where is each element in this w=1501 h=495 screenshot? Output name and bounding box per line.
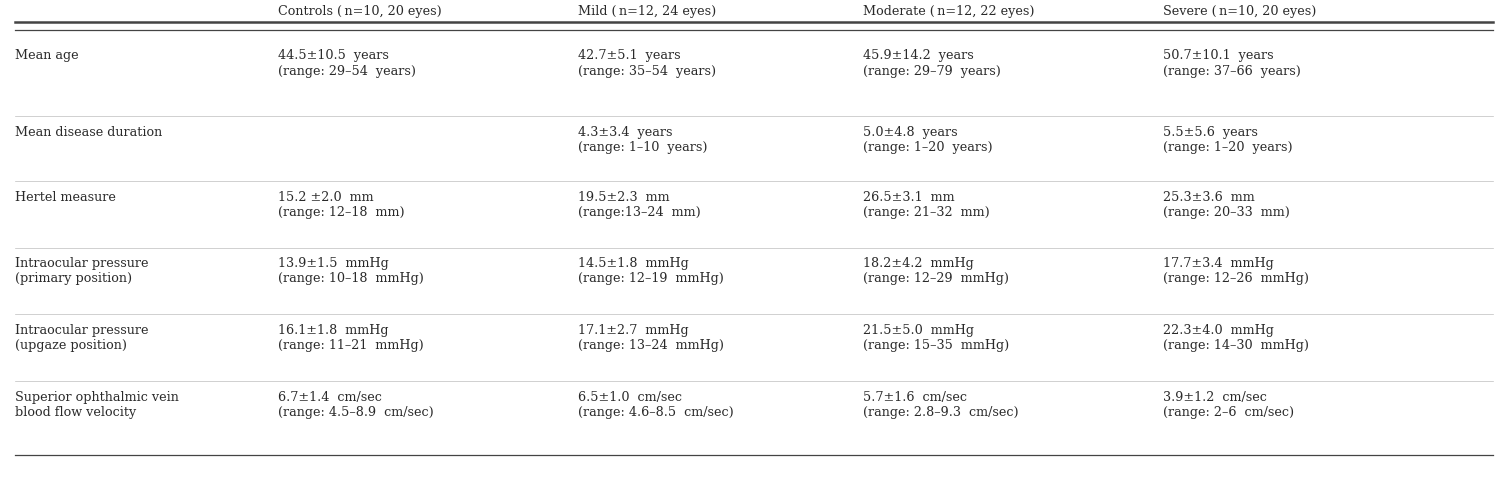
Text: 17.7±3.4  mmHg
(range: 12–26  mmHg): 17.7±3.4 mmHg (range: 12–26 mmHg) <box>1163 257 1309 286</box>
Text: 5.7±1.6  cm/sec
(range: 2.8–9.3  cm/sec): 5.7±1.6 cm/sec (range: 2.8–9.3 cm/sec) <box>863 391 1019 419</box>
Text: 19.5±2.3  mm
(range:13–24  mm): 19.5±2.3 mm (range:13–24 mm) <box>578 191 701 219</box>
Text: 5.5±5.6  years
(range: 1–20  years): 5.5±5.6 years (range: 1–20 years) <box>1163 126 1292 154</box>
Text: 21.5±5.0  mmHg
(range: 15–35  mmHg): 21.5±5.0 mmHg (range: 15–35 mmHg) <box>863 324 1009 352</box>
Text: 26.5±3.1  mm
(range: 21–32  mm): 26.5±3.1 mm (range: 21–32 mm) <box>863 191 989 219</box>
Text: Hertel measure: Hertel measure <box>15 191 116 203</box>
Text: 18.2±4.2  mmHg
(range: 12–29  mmHg): 18.2±4.2 mmHg (range: 12–29 mmHg) <box>863 257 1009 286</box>
Text: Mild ( n=12, 24 eyes): Mild ( n=12, 24 eyes) <box>578 5 716 18</box>
Text: 3.9±1.2  cm/sec
(range: 2–6  cm/sec): 3.9±1.2 cm/sec (range: 2–6 cm/sec) <box>1163 391 1294 419</box>
Text: 14.5±1.8  mmHg
(range: 12–19  mmHg): 14.5±1.8 mmHg (range: 12–19 mmHg) <box>578 257 723 286</box>
Text: 6.5±1.0  cm/sec
(range: 4.6–8.5  cm/sec): 6.5±1.0 cm/sec (range: 4.6–8.5 cm/sec) <box>578 391 734 419</box>
Text: 50.7±10.1  years
(range: 37–66  years): 50.7±10.1 years (range: 37–66 years) <box>1163 50 1301 78</box>
Text: 25.3±3.6  mm
(range: 20–33  mm): 25.3±3.6 mm (range: 20–33 mm) <box>1163 191 1291 219</box>
Text: 17.1±2.7  mmHg
(range: 13–24  mmHg): 17.1±2.7 mmHg (range: 13–24 mmHg) <box>578 324 723 352</box>
Text: 6.7±1.4  cm/sec
(range: 4.5–8.9  cm/sec): 6.7±1.4 cm/sec (range: 4.5–8.9 cm/sec) <box>278 391 434 419</box>
Text: Severe ( n=10, 20 eyes): Severe ( n=10, 20 eyes) <box>1163 5 1316 18</box>
Text: 22.3±4.0  mmHg
(range: 14–30  mmHg): 22.3±4.0 mmHg (range: 14–30 mmHg) <box>1163 324 1309 352</box>
Text: 44.5±10.5  years
(range: 29–54  years): 44.5±10.5 years (range: 29–54 years) <box>278 50 416 78</box>
Text: Mean age: Mean age <box>15 50 78 62</box>
Text: 16.1±1.8  mmHg
(range: 11–21  mmHg): 16.1±1.8 mmHg (range: 11–21 mmHg) <box>278 324 423 352</box>
Text: Moderate ( n=12, 22 eyes): Moderate ( n=12, 22 eyes) <box>863 5 1034 18</box>
Text: Controls ( n=10, 20 eyes): Controls ( n=10, 20 eyes) <box>278 5 441 18</box>
Text: 5.0±4.8  years
(range: 1–20  years): 5.0±4.8 years (range: 1–20 years) <box>863 126 992 154</box>
Text: Superior ophthalmic vein
blood flow velocity: Superior ophthalmic vein blood flow velo… <box>15 391 179 419</box>
Text: 42.7±5.1  years
(range: 35–54  years): 42.7±5.1 years (range: 35–54 years) <box>578 50 716 78</box>
Text: 15.2 ±2.0  mm
(range: 12–18  mm): 15.2 ±2.0 mm (range: 12–18 mm) <box>278 191 404 219</box>
Text: 45.9±14.2  years
(range: 29–79  years): 45.9±14.2 years (range: 29–79 years) <box>863 50 1001 78</box>
Text: 13.9±1.5  mmHg
(range: 10–18  mmHg): 13.9±1.5 mmHg (range: 10–18 mmHg) <box>278 257 423 286</box>
Text: 4.3±3.4  years
(range: 1–10  years): 4.3±3.4 years (range: 1–10 years) <box>578 126 707 154</box>
Text: Intraocular pressure
(primary position): Intraocular pressure (primary position) <box>15 257 149 286</box>
Text: Mean disease duration: Mean disease duration <box>15 126 162 139</box>
Text: Intraocular pressure
(upgaze position): Intraocular pressure (upgaze position) <box>15 324 149 352</box>
